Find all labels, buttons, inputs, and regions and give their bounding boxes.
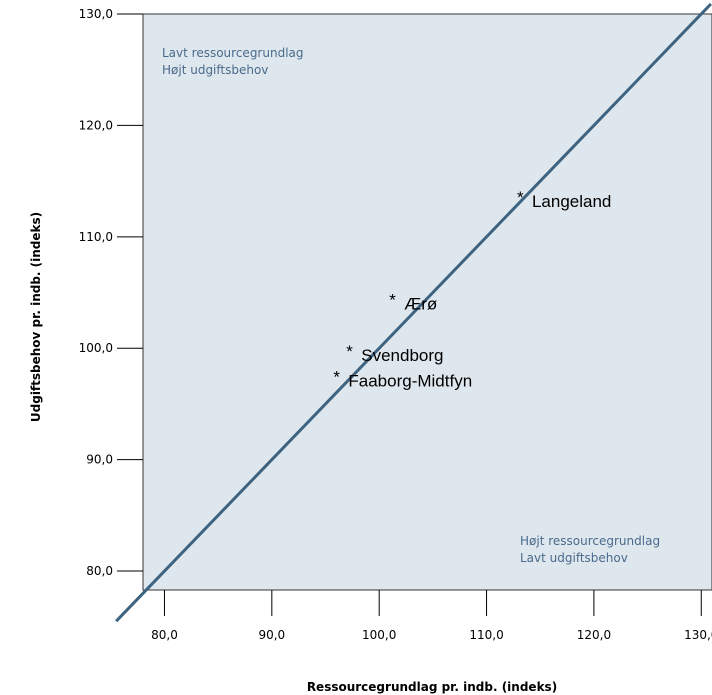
- y-axis: 130,0 120,0 110,0 100,0 90,0 80,0: [79, 7, 143, 578]
- x-tick-label: 90,0: [258, 628, 285, 642]
- x-tick-label: 120,0: [577, 628, 611, 642]
- data-point-label: Faaborg-Midtfyn: [348, 372, 472, 391]
- data-point-label: Langeland: [532, 192, 611, 211]
- x-tick-label: 130,0: [684, 628, 712, 642]
- y-tick-label: 90,0: [86, 453, 113, 467]
- corner-label-top-left-line1: Lavt ressourcegrundlag: [162, 46, 304, 60]
- x-tick-label: 80,0: [151, 628, 178, 642]
- data-point-label: Svendborg: [361, 346, 443, 365]
- data-point-label: Ærø: [404, 295, 437, 314]
- corner-label-bottom-right-line2: Lavt udgiftsbehov: [520, 551, 628, 565]
- y-tick-label: 130,0: [79, 7, 113, 21]
- y-axis-title: Udgiftsbehov pr. indb. (indeks): [29, 212, 43, 422]
- corner-label-bottom-right-line1: Højt ressourcegrundlag: [520, 534, 660, 548]
- y-tick-label: 80,0: [86, 564, 113, 578]
- x-axis: 80,0 90,0 100,0 110,0 120,0 130,0: [151, 590, 712, 642]
- y-tick-label: 120,0: [79, 118, 113, 132]
- data-point-marker: *: [346, 342, 353, 361]
- data-point-marker: *: [333, 368, 340, 387]
- x-tick-label: 100,0: [362, 628, 396, 642]
- data-point-marker: *: [389, 291, 396, 310]
- data-point-marker: *: [517, 188, 524, 207]
- y-tick-label: 110,0: [79, 230, 113, 244]
- x-axis-title: Ressourcegrundlag pr. indb. (indeks): [307, 680, 557, 694]
- y-tick-label: 100,0: [79, 341, 113, 355]
- corner-label-top-left-line2: Højt udgiftsbehov: [162, 63, 268, 77]
- x-tick-label: 110,0: [469, 628, 503, 642]
